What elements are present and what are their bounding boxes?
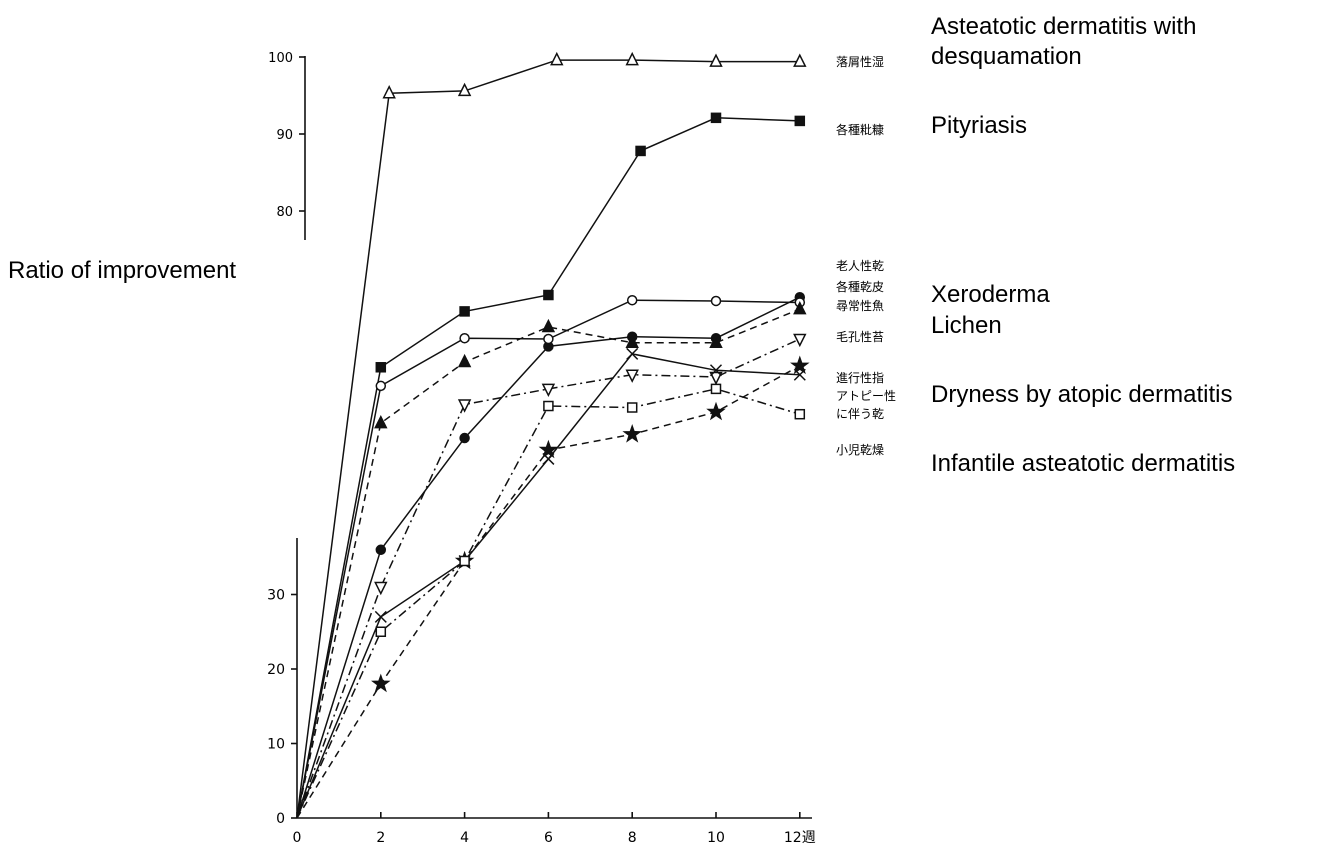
series-s4 [296,294,806,819]
y-tick-label: 90 [276,128,293,143]
series-label: 落屑性湿 [836,54,884,69]
data-point [622,424,642,443]
series-layer [296,51,810,819]
data-point [371,673,391,693]
data-point [382,85,396,99]
data-point [374,414,388,429]
data-point [625,334,639,348]
series-line [296,353,800,819]
data-point [635,145,646,157]
series-line [296,299,800,819]
series-s2 [296,112,806,819]
data-point [457,353,472,368]
annotation-atopic: Dryness by atopic dermatitis [931,381,1233,408]
data-point [550,51,564,66]
data-point [626,294,638,306]
data-point [706,401,726,421]
y-tick-label: 100 [268,51,293,66]
ylabel: Ratio of improvement [8,257,237,284]
series-label: 各種粃糠 [836,122,884,137]
x-tick-label: 0 [293,830,302,846]
series-label: 老人性乾 [836,259,884,273]
axes: 0 2 4 6 8 10 12週 100 90 80 0 10 20 30 [267,51,816,846]
x-tick-label: 8 [628,830,637,846]
annotation-lichen: Lichen [931,312,1002,339]
data-point [459,432,470,444]
series-line [296,296,801,819]
y-tick-label: 30 [267,588,285,604]
data-point [543,289,554,301]
series-label: に伴う乾 [836,407,884,421]
data-point [459,306,470,317]
series-s7 [296,355,810,819]
data-point [543,400,554,412]
series-label: 毛孔性苔 [836,330,884,344]
series-label: 進行性指 [836,370,884,385]
data-point [710,383,722,395]
x-tick-label: 6 [544,830,553,846]
series-s8 [296,347,806,819]
data-point [794,115,806,127]
data-point [793,333,807,348]
series-label: 各種乾皮 [836,279,884,294]
series-s1 [296,51,807,819]
data-point [709,53,723,67]
data-point [625,369,639,383]
annotation-xeroderma: Xeroderma [931,281,1050,308]
data-point [375,626,387,637]
annotation-infantile: Infantile asteatotic dermatitis [931,450,1236,477]
annotation-desquamation: Asteatotic dermatitis with desquamation [931,13,1197,70]
data-point [626,402,638,413]
series-s6 [296,333,807,819]
series-line [296,365,801,819]
data-point [709,371,723,386]
y-tick-label: 80 [276,205,293,220]
data-point [793,300,807,315]
data-point [790,355,810,375]
data-point [459,555,470,567]
series-line [296,59,800,819]
annotation-pityriasis: Pityriasis [931,112,1028,139]
x-tick-label: 4 [460,830,469,846]
data-point [374,581,388,596]
data-point [375,380,387,392]
data-point [625,51,639,66]
data-point [710,112,722,124]
data-point [626,347,639,360]
x-tick-label: 10 [707,830,725,846]
data-point [459,332,470,344]
data-point [543,333,554,345]
data-point [542,452,555,465]
data-point [709,334,723,348]
data-point [793,368,806,381]
data-point [541,318,556,333]
y-tick-label: 10 [267,737,285,753]
y-tick-label: 0 [276,811,285,827]
data-point [375,362,387,373]
series-s5 [296,300,807,819]
series-label: 尋常性魚 [836,299,884,313]
x-tick-label: 12週 [784,830,816,846]
data-point [541,383,556,398]
data-point [794,408,806,420]
x-tick-label: 2 [376,830,385,846]
data-point [709,364,723,377]
data-point [710,295,722,307]
data-point [793,53,807,67]
y-tick-label: 20 [267,662,285,678]
data-point [457,399,472,413]
data-point [538,439,559,459]
data-point [457,82,472,97]
data-point [374,610,387,623]
data-point [375,544,387,556]
series-label: 小児乾燥 [836,443,884,457]
series-s9 [296,383,806,819]
series-label: アトピー性 [836,389,896,403]
